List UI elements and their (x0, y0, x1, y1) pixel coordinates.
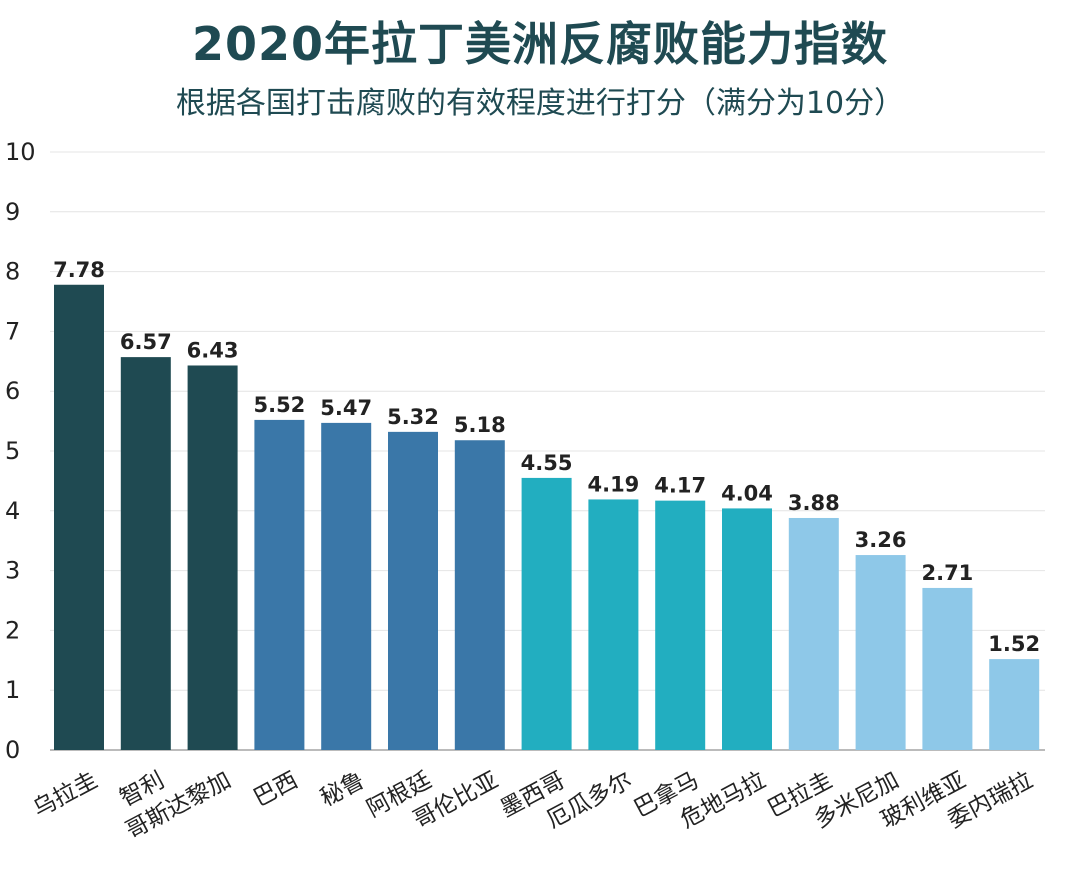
bar (655, 500, 706, 750)
y-tick-label: 2 (5, 616, 20, 644)
bar (588, 499, 639, 750)
y-tick-label: 3 (5, 557, 20, 585)
bar-value-label: 5.18 (454, 413, 506, 437)
y-tick-label: 4 (5, 497, 20, 525)
chart-title: 2020年拉丁美洲反腐败能力指数 (191, 17, 889, 71)
bar-value-label: 4.55 (521, 451, 573, 475)
bar-value-label: 6.43 (187, 338, 239, 362)
bar-value-label: 1.52 (988, 632, 1040, 656)
x-tick-label: 乌拉圭 (29, 767, 102, 822)
chart-subtitle: 根据各国打击腐败的有效程度进行打分（满分为10分） (175, 86, 905, 121)
bar (521, 477, 572, 750)
bar (54, 284, 104, 750)
y-tick-label: 10 (5, 138, 36, 166)
bar (989, 659, 1040, 750)
bar (788, 517, 839, 750)
bar (855, 555, 906, 750)
y-tick-label: 5 (5, 437, 20, 465)
bar (388, 431, 438, 750)
bar-value-label: 5.47 (320, 396, 372, 420)
y-tick-label: 9 (5, 198, 20, 226)
x-tick-label: 巴西 (249, 767, 302, 812)
bar-value-label: 4.17 (654, 474, 706, 498)
bar (922, 587, 973, 750)
bar (187, 365, 238, 750)
bar (722, 508, 772, 750)
bar-value-label: 5.52 (253, 393, 305, 417)
bar-value-label: 5.32 (387, 405, 439, 429)
bar-value-label: 7.78 (53, 258, 105, 282)
bar (254, 419, 305, 750)
bar-value-label: 3.88 (788, 491, 840, 515)
bar (321, 422, 372, 750)
bar-value-label: 4.04 (721, 481, 773, 505)
y-tick-label: 7 (5, 317, 20, 345)
bar-value-label: 4.19 (587, 472, 639, 496)
bar (454, 440, 505, 750)
y-tick-label: 1 (5, 676, 20, 704)
y-tick-label: 0 (5, 736, 20, 764)
x-tick-label: 秘鲁 (316, 767, 369, 812)
bar-value-label: 2.71 (921, 561, 973, 585)
bar-value-label: 3.26 (855, 528, 907, 552)
y-tick-label: 6 (5, 377, 20, 405)
y-tick-label: 8 (5, 258, 20, 286)
bar-value-label: 6.57 (120, 330, 172, 354)
bar (120, 357, 171, 750)
